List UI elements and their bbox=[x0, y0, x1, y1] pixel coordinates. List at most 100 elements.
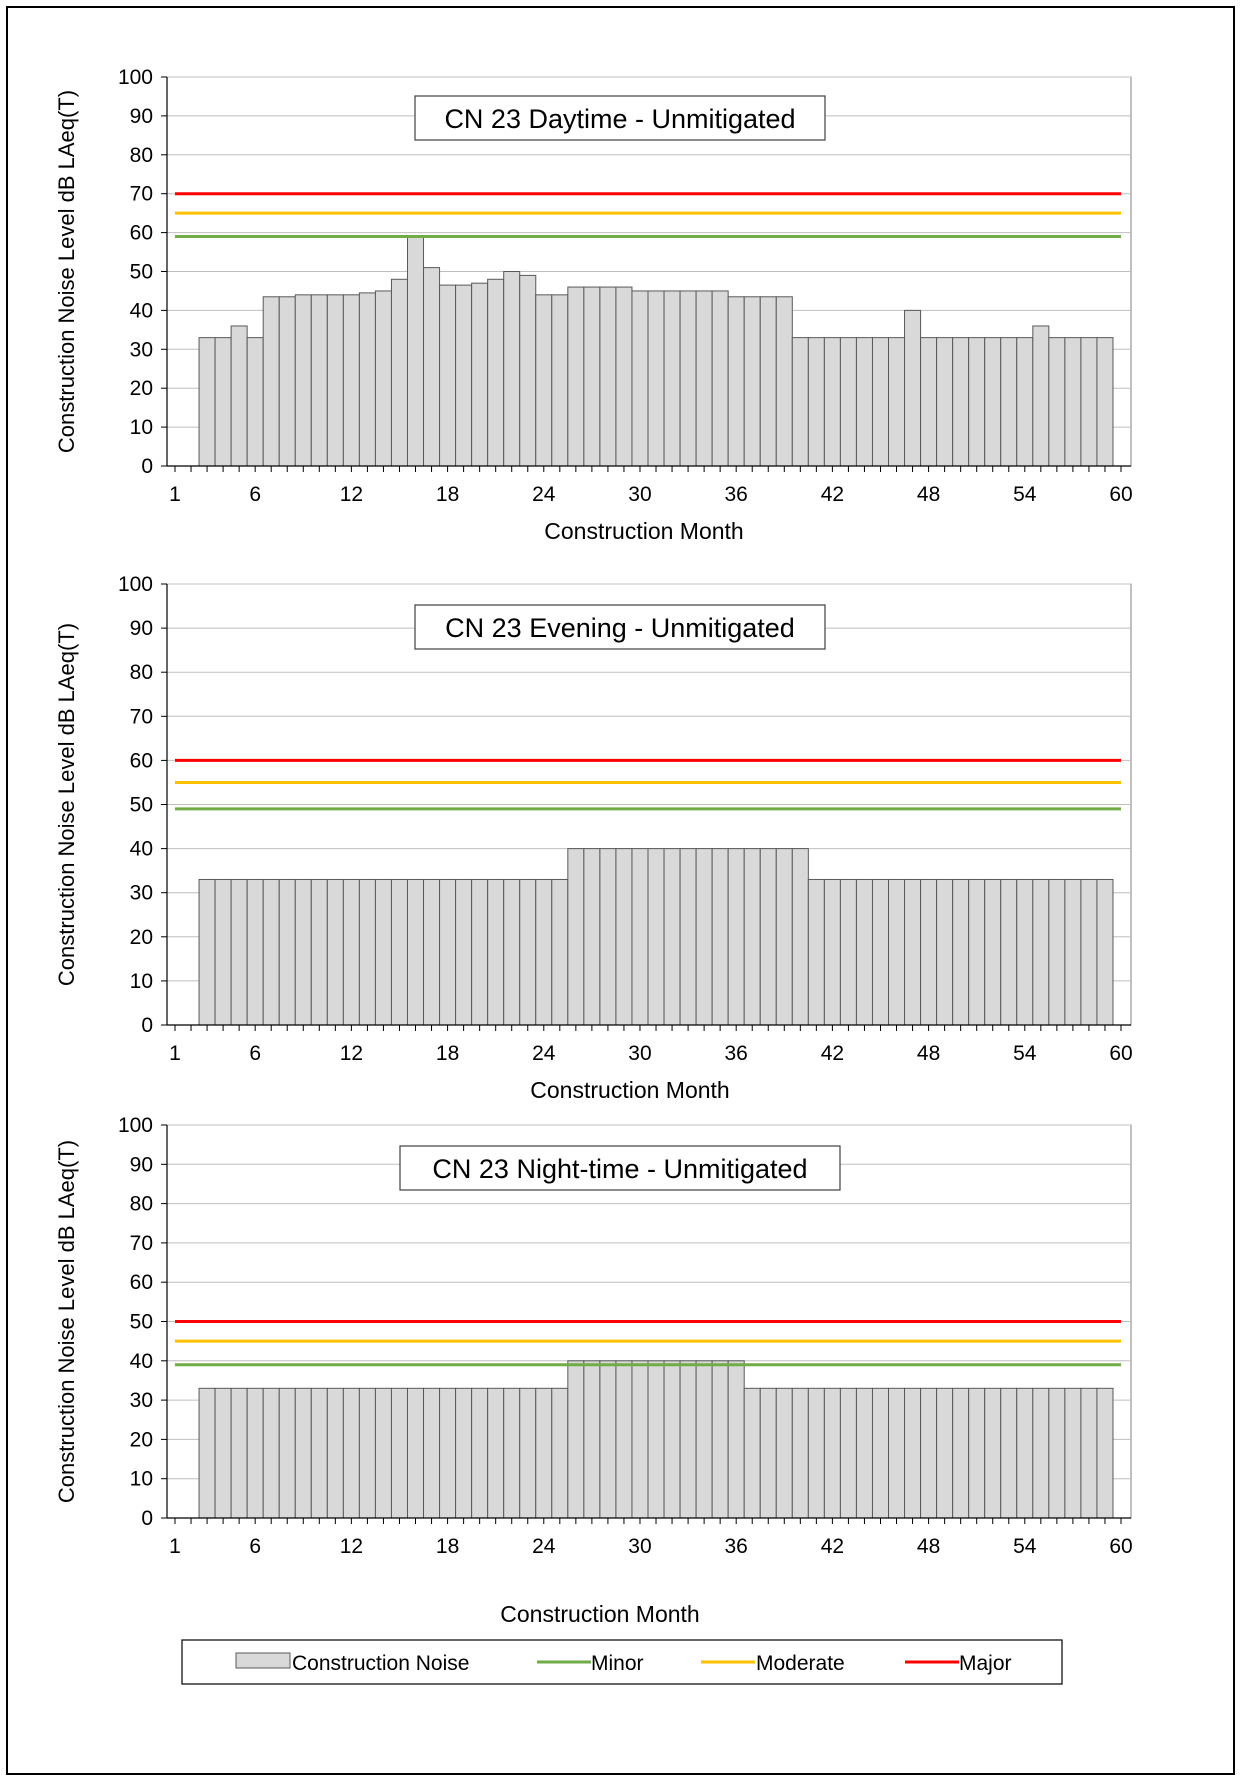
y-tick-label: 90 bbox=[130, 617, 153, 640]
noise-bar bbox=[744, 1388, 760, 1518]
noise-bar bbox=[840, 338, 856, 466]
noise-bar bbox=[231, 1388, 247, 1518]
y-tick-label: 50 bbox=[130, 794, 153, 817]
noise-bar bbox=[568, 287, 584, 466]
noise-bar bbox=[1065, 879, 1081, 1025]
noise-bar bbox=[889, 1388, 905, 1518]
noise-bar bbox=[311, 295, 327, 466]
noise-bar bbox=[295, 295, 311, 466]
noise-bar bbox=[472, 879, 488, 1025]
noise-bar bbox=[375, 1388, 391, 1518]
noise-bar bbox=[744, 849, 760, 1025]
noise-bar bbox=[215, 879, 231, 1025]
noise-bar bbox=[1001, 879, 1017, 1025]
noise-bar bbox=[1065, 338, 1081, 466]
noise-bar bbox=[616, 849, 632, 1025]
noise-bar bbox=[488, 1388, 504, 1518]
y-tick-label: 20 bbox=[130, 926, 153, 949]
x-tick-label: 36 bbox=[725, 1042, 748, 1065]
noise-bar bbox=[824, 1388, 840, 1518]
y-tick-label: 20 bbox=[130, 377, 153, 400]
noise-bar bbox=[856, 1388, 872, 1518]
y-tick-label: 100 bbox=[118, 573, 153, 596]
y-tick-label: 60 bbox=[130, 222, 153, 245]
noise-bar bbox=[520, 275, 536, 466]
noise-bar bbox=[648, 1361, 664, 1518]
noise-bar bbox=[680, 291, 696, 466]
y-tick-label: 10 bbox=[130, 1468, 153, 1491]
noise-bar bbox=[407, 236, 423, 466]
noise-bar bbox=[1033, 1388, 1049, 1518]
chart-panel-2: 01020304050607080901001 6 12 18 24 30 36 42 48 54… bbox=[54, 573, 1133, 1103]
x-tick-label: 48 bbox=[917, 483, 940, 506]
x-tick-label: 18 bbox=[436, 1042, 459, 1065]
x-tick-label: 60 bbox=[1109, 1535, 1132, 1558]
y-tick-label: 40 bbox=[130, 299, 153, 322]
legend: Construction Noise Minor Moderate Major bbox=[182, 1640, 1062, 1684]
noise-bar bbox=[648, 291, 664, 466]
noise-bar bbox=[391, 879, 407, 1025]
noise-bar bbox=[584, 849, 600, 1025]
noise-bar bbox=[776, 849, 792, 1025]
noise-bar bbox=[247, 879, 263, 1025]
noise-bar bbox=[536, 295, 552, 466]
noise-bar bbox=[776, 1388, 792, 1518]
noise-bar bbox=[199, 1388, 215, 1518]
x-tick-label: 24 bbox=[532, 483, 556, 506]
noise-bar bbox=[199, 879, 215, 1025]
noise-bar bbox=[985, 1388, 1001, 1518]
noise-bar bbox=[295, 879, 311, 1025]
noise-bar bbox=[472, 1388, 488, 1518]
noise-bar bbox=[1033, 326, 1049, 466]
noise-bar bbox=[247, 338, 263, 466]
noise-bar bbox=[953, 1388, 969, 1518]
y-tick-label: 30 bbox=[130, 882, 153, 905]
noise-bar bbox=[921, 338, 937, 466]
noise-bar bbox=[712, 849, 728, 1025]
noise-bar bbox=[504, 879, 520, 1025]
chart-panel-1: 01020304050607080901001 6 12 18 24 30 36 42 48 54… bbox=[54, 66, 1133, 544]
x-tick-label: 60 bbox=[1109, 1042, 1132, 1065]
noise-bar bbox=[1081, 338, 1097, 466]
noise-bar bbox=[440, 285, 456, 466]
noise-bar bbox=[921, 879, 937, 1025]
noise-bar bbox=[985, 879, 1001, 1025]
noise-bar bbox=[552, 879, 568, 1025]
noise-bar bbox=[872, 879, 888, 1025]
noise-bar bbox=[231, 326, 247, 466]
x-axis-label: Construction Month bbox=[544, 518, 743, 544]
noise-bar bbox=[696, 849, 712, 1025]
chart-title: CN 23 Night-time - Unmitigated bbox=[432, 1154, 807, 1184]
noise-bar bbox=[985, 338, 1001, 466]
y-tick-label: 30 bbox=[130, 1389, 153, 1412]
x-axis-label: Construction Month bbox=[500, 1601, 699, 1627]
noise-bar bbox=[712, 291, 728, 466]
noise-bar bbox=[1049, 879, 1065, 1025]
noise-bar bbox=[824, 879, 840, 1025]
noise-bar bbox=[937, 879, 953, 1025]
noise-bar bbox=[343, 295, 359, 466]
noise-bar bbox=[391, 1388, 407, 1518]
noise-bar bbox=[696, 291, 712, 466]
noise-bar bbox=[792, 849, 808, 1025]
noise-bar bbox=[905, 1388, 921, 1518]
noise-bar bbox=[808, 879, 824, 1025]
x-tick-label: 1 bbox=[169, 1042, 181, 1065]
noise-bar bbox=[728, 1361, 744, 1518]
noise-bar bbox=[905, 310, 921, 466]
noise-bar bbox=[953, 338, 969, 466]
noise-bar bbox=[616, 1361, 632, 1518]
y-tick-label: 90 bbox=[130, 105, 153, 128]
noise-bar bbox=[1081, 1388, 1097, 1518]
noise-bar bbox=[424, 268, 440, 466]
x-tick-label: 1 bbox=[169, 1535, 181, 1558]
noise-bar bbox=[391, 279, 407, 466]
noise-bar bbox=[680, 1361, 696, 1518]
y-tick-label: 80 bbox=[130, 1193, 153, 1216]
noise-bar bbox=[263, 879, 279, 1025]
noise-bar bbox=[664, 291, 680, 466]
y-tick-label: 60 bbox=[130, 1271, 153, 1294]
x-tick-label: 12 bbox=[340, 1042, 363, 1065]
x-tick-label: 48 bbox=[917, 1042, 940, 1065]
noise-bar bbox=[375, 291, 391, 466]
